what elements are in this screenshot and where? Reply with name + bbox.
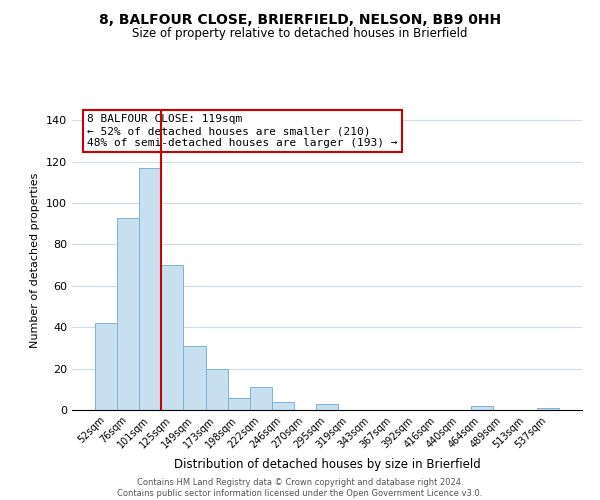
Bar: [316, 404, 338, 410]
Text: Size of property relative to detached houses in Brierfield: Size of property relative to detached ho…: [132, 28, 468, 40]
X-axis label: Distribution of detached houses by size in Brierfield: Distribution of detached houses by size …: [173, 458, 481, 471]
Bar: [117, 218, 139, 410]
Bar: [227, 398, 250, 410]
Bar: [139, 168, 161, 410]
Text: 8, BALFOUR CLOSE, BRIERFIELD, NELSON, BB9 0HH: 8, BALFOUR CLOSE, BRIERFIELD, NELSON, BB…: [99, 12, 501, 26]
Text: 8 BALFOUR CLOSE: 119sqm
← 52% of detached houses are smaller (210)
48% of semi-d: 8 BALFOUR CLOSE: 119sqm ← 52% of detache…: [88, 114, 398, 148]
Bar: [161, 265, 184, 410]
Bar: [184, 346, 206, 410]
Bar: [272, 402, 294, 410]
Bar: [470, 406, 493, 410]
Bar: [206, 368, 227, 410]
Text: Contains HM Land Registry data © Crown copyright and database right 2024.
Contai: Contains HM Land Registry data © Crown c…: [118, 478, 482, 498]
Bar: [537, 408, 559, 410]
Bar: [95, 323, 117, 410]
Y-axis label: Number of detached properties: Number of detached properties: [31, 172, 40, 348]
Bar: [250, 387, 272, 410]
